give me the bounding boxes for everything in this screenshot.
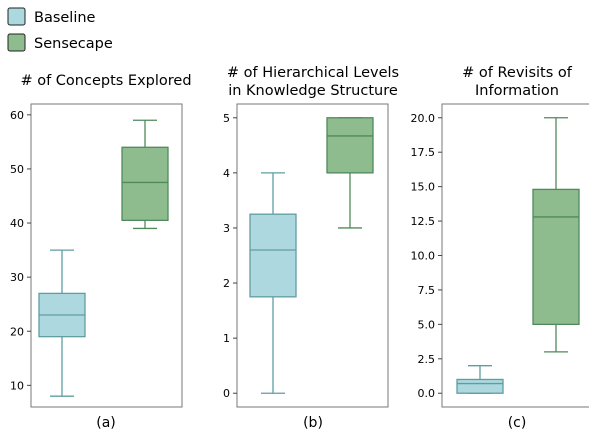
panel-c-ytick-label: 2.5: [418, 353, 436, 366]
panel-b-plot-frame: [236, 103, 389, 408]
panel-c-ytick-label: 12.5: [411, 215, 436, 228]
panel-c-ytick-label: 0.0: [418, 387, 436, 400]
panel-a-y-axis: 10 20 30 40 50 60: [10, 109, 31, 392]
panel-a-title-line-1: # of Concepts Explored: [20, 73, 191, 89]
panel-c-ytick-label: 17.5: [411, 146, 436, 159]
panel-b-title-line-1: # of Hierarchical Levels: [227, 65, 399, 81]
iqr-box: [326, 117, 374, 174]
panel-c-ytick-label: 15.0: [411, 181, 436, 194]
iqr-box: [249, 213, 297, 298]
panel-a-ytick-label: 20: [10, 325, 24, 338]
panel-c-label: (c): [508, 415, 527, 431]
panel-c-title-line-1: # of Revisits of: [462, 65, 573, 81]
iqr-box: [532, 188, 580, 326]
panel-b-ytick-label: 0: [223, 387, 230, 400]
panel-a-plot-frame: [30, 103, 183, 408]
panel-a: # of Concepts Explored 10 20 30 40 50 60 (a): [10, 73, 192, 431]
panel-c-title-line-2: Information: [475, 83, 559, 99]
panel-a-ytick-label: 40: [10, 217, 24, 230]
legend-label-sensecape: Sensecape: [34, 36, 113, 52]
panel-a-ytick-label: 50: [10, 163, 24, 176]
panel-c-ytick-label: 7.5: [418, 284, 436, 297]
panel-c-box-sensecape: [532, 117, 580, 353]
panel-c-box-baseline: [456, 365, 504, 394]
panel-b-title-line-2: in Knowledge Structure: [228, 83, 398, 99]
panel-c-ytick-label: 10.0: [411, 250, 436, 263]
panel-b-label: (b): [303, 415, 323, 431]
iqr-box: [121, 146, 169, 221]
panel-b-ytick-label: 3: [223, 222, 230, 235]
panel-c-ytick-label: 5.0: [418, 318, 436, 331]
panel-a-box-sensecape: [121, 119, 169, 230]
panel-b-y-axis: 0 1 2 3 4 5: [223, 112, 237, 400]
panel-c-ytick-label: 20.0: [411, 112, 436, 125]
panel-b-box-sensecape: [326, 117, 374, 229]
legend-swatch-sensecape: [7, 33, 26, 52]
panel-b-ytick-label: 1: [223, 332, 230, 345]
panel-b-ytick-label: 5: [223, 112, 230, 125]
panel-a-label: (a): [96, 415, 116, 431]
panel-b-box-baseline: [249, 172, 297, 394]
legend-swatch-baseline: [7, 7, 26, 26]
panel-c-y-axis: 0.0 2.5 5.0 7.5 10.0 12.5 15.0 17.5 20.0: [411, 112, 442, 400]
iqr-box: [456, 378, 504, 394]
panel-b-ytick-label: 2: [223, 277, 230, 290]
panel-a-ytick-label: 60: [10, 109, 24, 122]
panel-b: # of Hierarchical Levels in Knowledge St…: [223, 65, 399, 431]
panel-a-box-baseline: [38, 249, 86, 397]
panel-a-ytick-label: 10: [10, 379, 24, 392]
panel-a-boxes: [38, 119, 169, 397]
panel-c: # of Revisits of Information 0.0 2.5 5.0 7.…: [411, 65, 589, 431]
panel-c-boxes: [456, 117, 580, 394]
legend-label-baseline: Baseline: [34, 10, 96, 26]
panel-b-boxes: [249, 117, 374, 394]
panel-a-ytick-label: 30: [10, 271, 24, 284]
panel-b-ytick-label: 4: [223, 167, 230, 180]
legend: Baseline Sensecape: [7, 7, 113, 52]
